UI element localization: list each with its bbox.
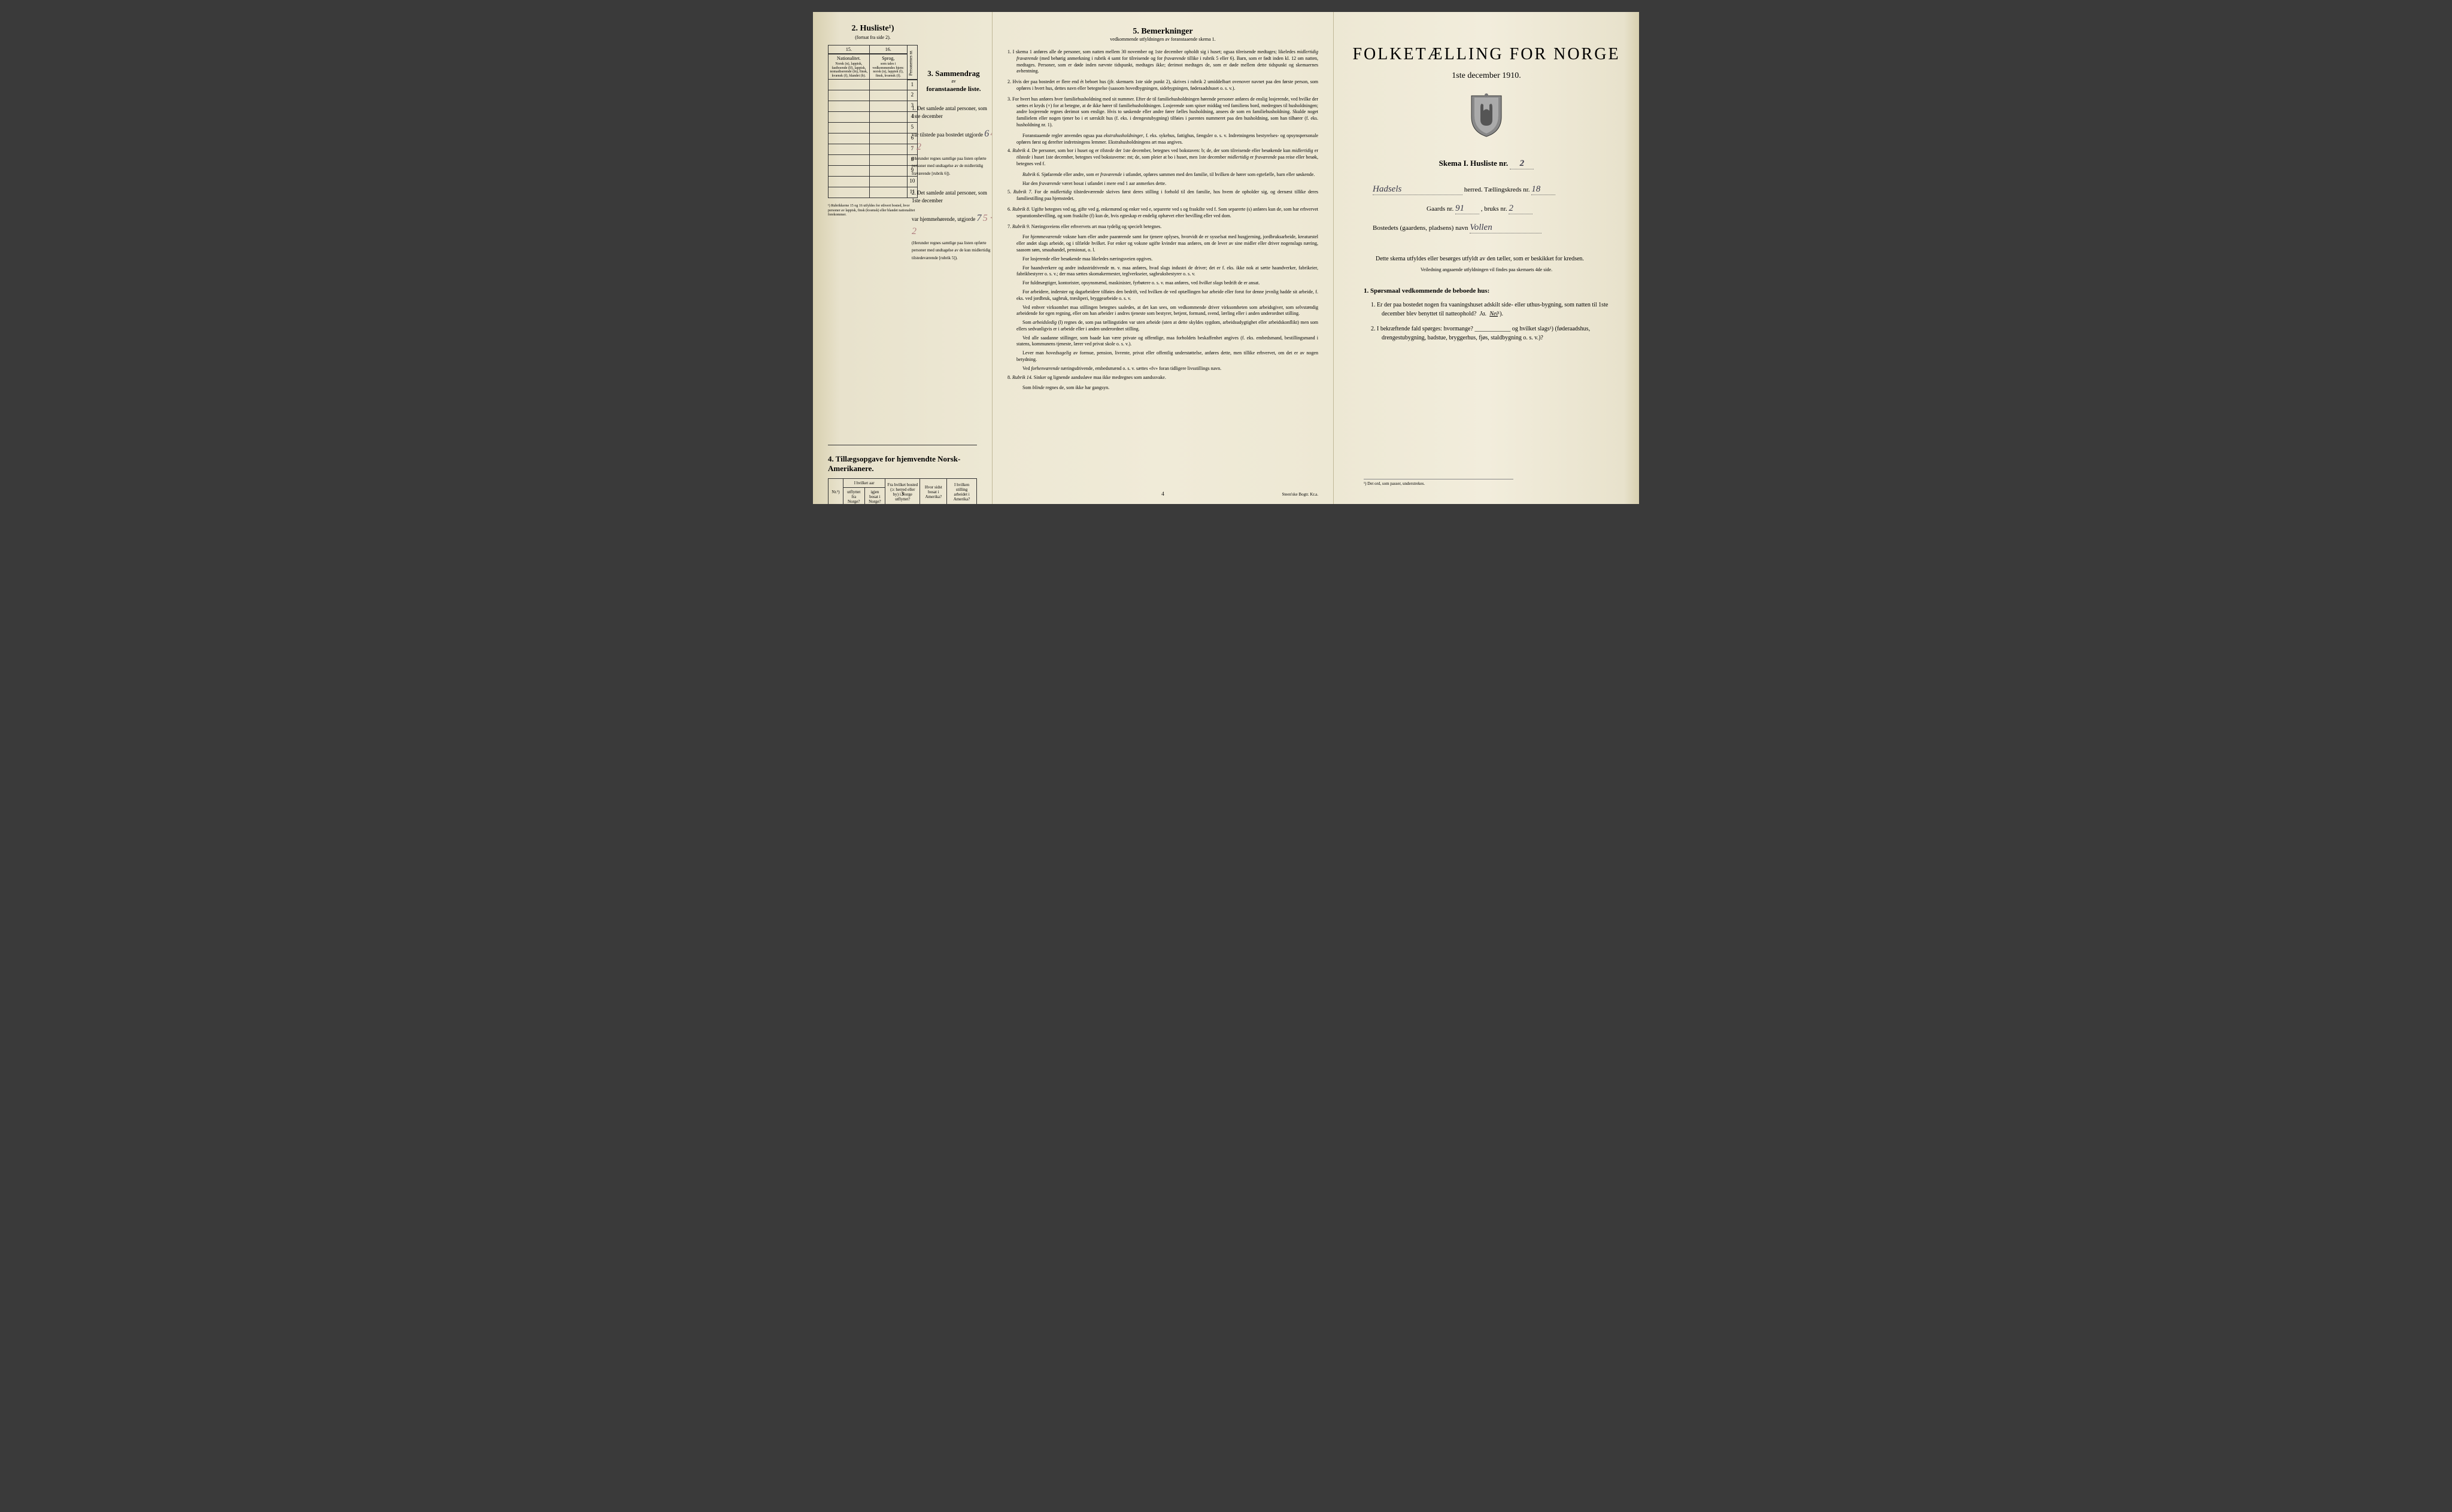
section5-subtitle: vedkommende utfyldningen av foranstaaend…: [1007, 37, 1318, 42]
remark-item: 3. For hvert hus anføres hver familiehus…: [1007, 96, 1318, 129]
section2-title: 2. Husliste¹): [828, 24, 918, 34]
coat-of-arms-icon: [1349, 93, 1624, 141]
section2-footnote: ¹) Rubrikkerne 15 og 16 utfyldes for eth…: [828, 204, 918, 217]
section4-title: 4. Tillægsopgave for hjemvendte Norsk-Am…: [828, 454, 977, 473]
herred-line: Hadsels herred. Tællingskreds nr. 18: [1349, 184, 1624, 195]
bruk-nr: 2: [1509, 204, 1532, 214]
remark-item: Ved enhver virksomhet maa stillingen bet…: [1007, 305, 1318, 318]
gaard-nr: 91: [1455, 204, 1479, 214]
remark-item: 2. Hvis der paa bostedet er flere end ét…: [1007, 79, 1318, 92]
page-1-cover: FOLKETÆLLING FOR NORGE 1ste december 191…: [1334, 12, 1639, 504]
remark-item: Ved alle saadanne stillinger, som baade …: [1007, 335, 1318, 348]
remark-item: 8. Rubrik 14. Sinker og lignende aandssl…: [1007, 375, 1318, 381]
remark-item: 4. Rubrik 4. De personer, som bor i huse…: [1007, 148, 1318, 167]
answer-nei: Nei: [1489, 311, 1498, 317]
remark-item: 7. Rubrik 9. Næringsveiens eller erhverv…: [1007, 224, 1318, 230]
page-number-3: 3: [813, 491, 992, 497]
remark-item: 6. Rubrik 8. Ugifte betegnes ved ug, gif…: [1007, 207, 1318, 220]
bosted-line: Bostedets (gaardens, pladsens) navn Voll…: [1349, 223, 1624, 233]
nationality-table: 15. 16. Personernes nr. Nationalitet. No…: [828, 45, 918, 198]
page-3: 2. Husliste¹) (fortsat fra side 2). 15. …: [813, 12, 993, 504]
remark-item: For haandverkere og andre industridriven…: [1007, 265, 1318, 278]
remarks-list: 1. I skema 1 anføres alle de personer, s…: [1007, 49, 1318, 391]
remark-item: For losjerende eller besøkende maa likel…: [1007, 256, 1318, 263]
remark-item: For fuldmægtiger, kontorister, opsynsmæn…: [1007, 280, 1318, 287]
instructions-sub: Veiledning angaaende utfyldningen vil fi…: [1349, 267, 1624, 272]
kreds-nr: 18: [1531, 184, 1555, 195]
hjemme-value: 7: [976, 213, 981, 223]
bosted-name: Vollen: [1470, 223, 1492, 232]
remark-item: Foranstaaende regler anvendes ogsaa paa …: [1007, 133, 1318, 146]
remark-item: Lever man hovedsagelig av formue, pensio…: [1007, 350, 1318, 363]
tilstede-value: 6: [984, 129, 989, 139]
question-2: 2. I bekræftende fald spørges: hvormange…: [1349, 324, 1624, 342]
sammendrag-item-2: 2. Det samlede antal personer, som 1ste …: [912, 189, 993, 262]
skema-header: Skema I. Husliste nr. 2: [1349, 159, 1624, 169]
section5-title: 5. Bemerkninger: [1007, 27, 1318, 37]
remark-item: Ved forhenværende næringsdrivende, embed…: [1007, 366, 1318, 372]
remark-item: Har den fraværende været bosat i utlande…: [1007, 181, 1318, 187]
question-1: 1. Er der paa bostedet nogen fra vaaning…: [1349, 300, 1624, 318]
document-spread: 2. Husliste¹) (fortsat fra side 2). 15. …: [813, 12, 1639, 504]
remark-item: 1. I skema 1 anføres alle de personer, s…: [1007, 49, 1318, 75]
instructions-text: Dette skema utfyldes eller besørges utfy…: [1349, 254, 1624, 263]
remark-item: For arbeidere, inderster og dagarbeidere…: [1007, 289, 1318, 302]
census-date: 1ste december 1910.: [1349, 71, 1624, 81]
page-4: 5. Bemerkninger vedkommende utfyldningen…: [993, 12, 1334, 504]
remark-item: Som blinde regnes de, som ikke har gangs…: [1007, 385, 1318, 391]
census-title: FOLKETÆLLING FOR NORGE: [1349, 45, 1624, 64]
sammendrag-item-1: 1. Det samlede antal personer, som 1ste …: [912, 105, 993, 177]
remark-item: For hjemmeværende voksne barn eller andr…: [1007, 234, 1318, 253]
husliste-nr: 2: [1510, 159, 1534, 169]
question-header: 1. Spørsmaal vedkommende de beboede hus:: [1349, 287, 1624, 294]
cover-footnote: ¹) Det ord, som passer, understrekes.: [1364, 479, 1513, 486]
remark-item: Som arbeidsledig (l) regnes de, som paa …: [1007, 320, 1318, 333]
remark-item: 5. Rubrik 7. For de midlertidig tilstede…: [1007, 189, 1318, 202]
printer-mark: Steen'ske Bogtr. Kr.a.: [1282, 492, 1318, 497]
remark-item: Rubrik 6. Sjøfarende eller andre, som er…: [1007, 172, 1318, 178]
gaard-line: Gaards nr. 91 , bruks nr. 2: [1349, 204, 1624, 214]
section3: 3. Sammendrag av foranstaaende liste. 1.…: [912, 69, 993, 274]
section2-subtitle: (fortsat fra side 2).: [828, 35, 918, 40]
